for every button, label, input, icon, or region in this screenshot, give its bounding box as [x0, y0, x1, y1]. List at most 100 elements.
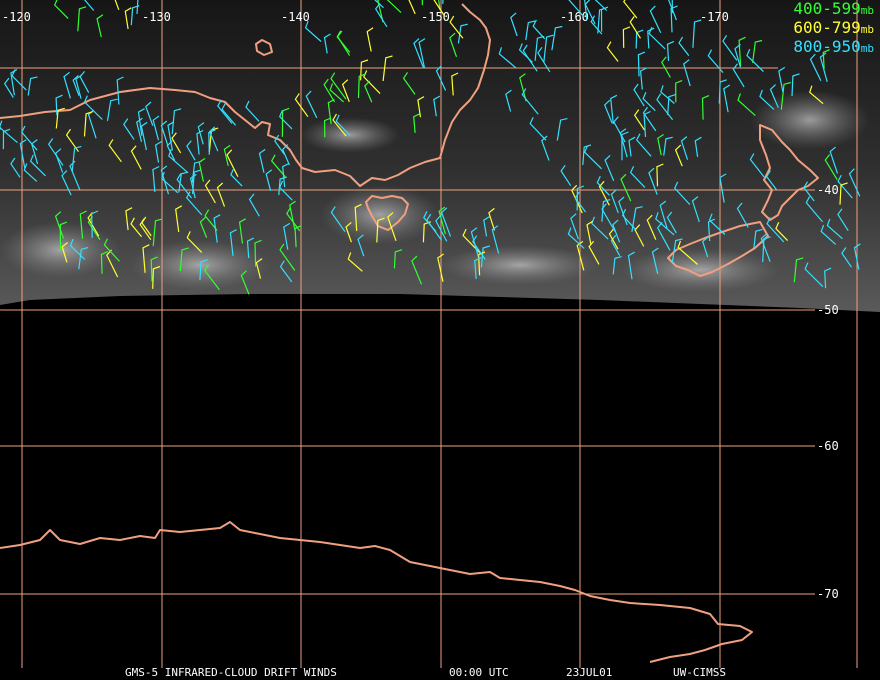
- wind-barb: [281, 144, 290, 166]
- wind-barb: [655, 212, 675, 236]
- wind-barb: [656, 222, 671, 251]
- wind-barb: [198, 157, 206, 182]
- wind-barb: [411, 255, 423, 285]
- wind-barb: [529, 117, 547, 141]
- small-island-coast: [255, 39, 273, 56]
- wind-barb: [629, 165, 646, 188]
- wind-barb: [613, 116, 626, 143]
- wind-barb: [449, 32, 458, 57]
- wind-barb: [510, 12, 518, 37]
- wind-barb: [208, 129, 216, 155]
- wind-barb: [749, 153, 765, 178]
- wind-barb: [621, 131, 629, 161]
- wind-barb: [841, 247, 852, 268]
- wind-barb: [54, 148, 64, 173]
- legend-unit: mb: [860, 4, 874, 17]
- wind-barb: [61, 170, 72, 196]
- wind-barb: [176, 173, 192, 199]
- wind-barb: [440, 207, 452, 237]
- wind-barb: [11, 69, 27, 91]
- wind-barb: [130, 217, 143, 238]
- wind-barb: [282, 162, 290, 188]
- wind-barb: [171, 132, 182, 154]
- wind-barb: [631, 206, 643, 232]
- wind-barb: [265, 169, 273, 191]
- wind-barb: [204, 209, 218, 231]
- wind-barb: [449, 15, 464, 39]
- wind-barb: [635, 133, 652, 157]
- legend-item-400-599: 400-599mb: [793, 0, 874, 19]
- wind-barb: [418, 38, 426, 68]
- lon-label: -160: [560, 10, 589, 24]
- wind-barb: [438, 0, 441, 10]
- wind-barb: [160, 165, 170, 195]
- wind-barb: [413, 38, 424, 68]
- wind-barb: [668, 0, 677, 21]
- date-label: 23JUL01: [566, 666, 613, 679]
- wind-barb: [61, 242, 69, 263]
- wind-barb: [819, 52, 828, 82]
- wind-barb: [791, 73, 800, 97]
- wind-barb: [246, 237, 255, 258]
- wind-barb: [734, 43, 742, 68]
- wind-barb: [229, 229, 237, 256]
- wind-barb: [803, 181, 815, 202]
- wind-barb: [274, 134, 285, 155]
- wind-barb: [671, 238, 683, 263]
- wind-barb: [216, 182, 226, 207]
- lat-label: -60: [817, 439, 839, 453]
- wind-barb: [238, 218, 246, 244]
- wind-barb: [433, 0, 446, 17]
- cloud-bright-areas: [0, 90, 870, 292]
- image-caption: GMS-5 INFRARED-CLOUD DRIFT WINDS 00:00 U…: [0, 666, 880, 680]
- wind-barb: [366, 27, 374, 52]
- wind-barb: [100, 251, 109, 274]
- wind-barb: [571, 184, 583, 214]
- wind-barb: [154, 140, 162, 163]
- wind-barb: [596, 175, 610, 196]
- legend-unit: mb: [860, 42, 874, 55]
- wind-barb: [283, 222, 291, 250]
- wind-barb: [336, 30, 351, 56]
- wind-barb: [634, 224, 645, 247]
- wind-barb: [27, 76, 38, 96]
- wind-barb: [377, 0, 384, 23]
- wind-barb: [196, 129, 204, 155]
- wind-barb: [83, 95, 103, 120]
- wind-barb: [826, 218, 843, 240]
- wind-barb: [433, 95, 441, 117]
- wind-barb: [417, 96, 425, 118]
- wind-barb: [386, 0, 402, 14]
- wind-barb: [594, 0, 608, 11]
- wind-barb: [90, 210, 99, 238]
- wind-barb: [736, 202, 749, 228]
- wind-barb: [10, 157, 21, 178]
- wind-barb: [123, 118, 135, 140]
- wind-barb: [374, 2, 388, 28]
- pressure-legend: 400-599mb 600-799mb 800-950mb: [793, 0, 874, 57]
- wind-barb: [254, 239, 262, 267]
- wind-barb: [600, 6, 609, 32]
- tasmania-coast: [365, 195, 409, 231]
- wind-barb: [753, 228, 763, 249]
- wind-barb: [670, 5, 678, 33]
- wind-barb: [152, 115, 160, 141]
- wind-barb: [435, 65, 447, 91]
- wind-barb: [809, 85, 824, 105]
- wind-barbs: [0, 0, 861, 295]
- wind-barb: [142, 244, 150, 273]
- wind-barb: [608, 228, 619, 250]
- wind-barb: [47, 138, 64, 166]
- wind-barb: [125, 207, 133, 231]
- wind-barb: [103, 238, 120, 262]
- wind-barb: [488, 207, 496, 231]
- wind-barb: [23, 163, 38, 182]
- wind-barb: [666, 211, 677, 234]
- wind-barb: [357, 234, 365, 257]
- wind-barb: [116, 76, 124, 105]
- wind-barb: [53, 0, 69, 19]
- wind-barb: [590, 15, 603, 35]
- wind-barb: [87, 212, 100, 237]
- wind-barb: [438, 206, 446, 235]
- wind-barb: [413, 113, 421, 133]
